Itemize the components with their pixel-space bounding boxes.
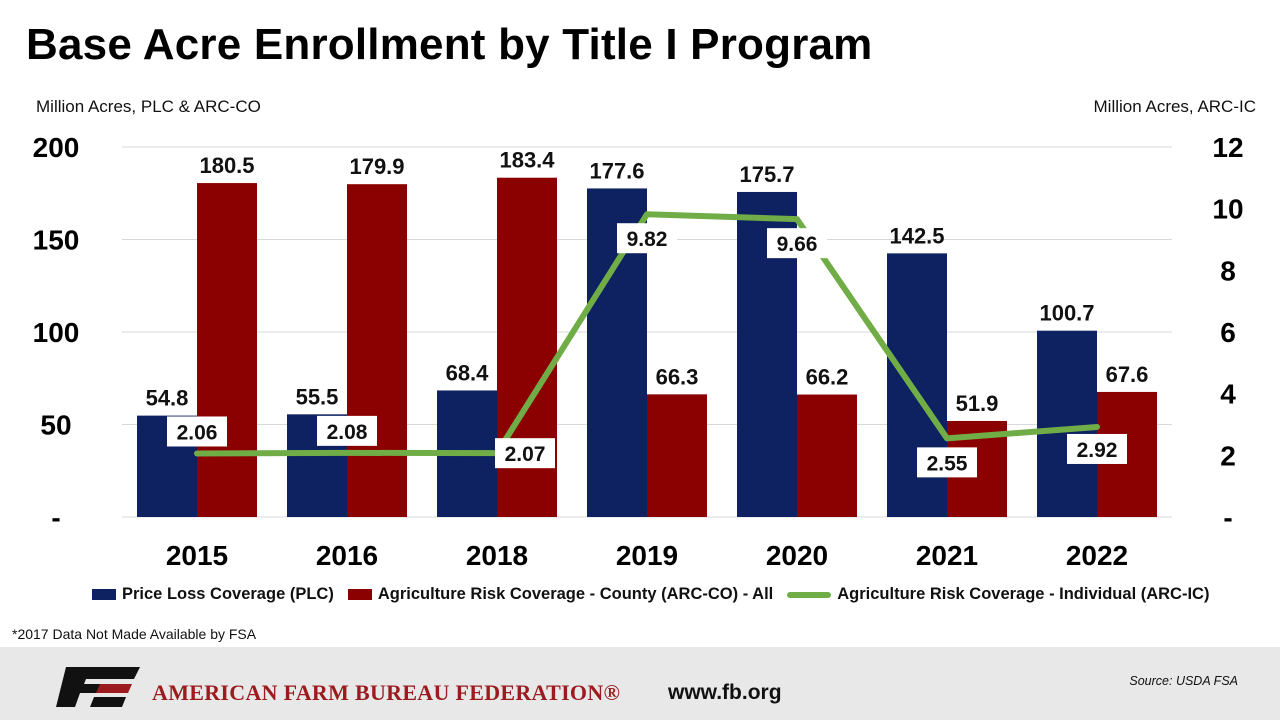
plc-bar-label: 100.7 <box>1039 301 1094 326</box>
org-name: AMERICAN FARM BUREAU FEDERATION® <box>152 680 621 705</box>
y2-tick-label: 2 <box>1220 440 1236 471</box>
y2-tick-label: 8 <box>1220 255 1236 286</box>
y-tick-label: 100 <box>33 317 80 348</box>
arcco-bar <box>347 184 407 517</box>
x-tick-label: 2021 <box>916 540 978 571</box>
arcic-point-label: 2.92 <box>1077 439 1118 462</box>
arcco-bar-label: 179.9 <box>349 154 404 179</box>
arcco-bar-label: 180.5 <box>199 153 254 178</box>
legend-label-arcic: Agriculture Risk Coverage - Individual (… <box>837 585 1210 603</box>
footer-bar: AMERICAN FARM BUREAU FEDERATION® www.fb.… <box>0 647 1280 720</box>
x-tick-label: 2015 <box>166 540 228 571</box>
y-tick-label: - <box>51 502 60 533</box>
chart-title: Base Acre Enrollment by Title I Program <box>26 20 873 69</box>
arcco-bar <box>647 394 707 517</box>
x-tick-label: 2019 <box>616 540 678 571</box>
y-tick-label: 150 <box>33 225 80 256</box>
arcic-line <box>194 211 1100 457</box>
plc-bar-label: 175.7 <box>739 162 794 187</box>
footnote: *2017 Data Not Made Available by FSA <box>12 626 257 642</box>
legend-label-arcco: Agriculture Risk Coverage - County (ARC-… <box>377 585 774 603</box>
arcco-bar-label: 66.2 <box>806 365 849 390</box>
x-tick-label: 2018 <box>466 540 528 571</box>
farm-bureau-logo-icon <box>56 667 140 707</box>
arcic-point-label: 2.06 <box>177 421 218 444</box>
plc-bar-label: 177.6 <box>589 158 644 183</box>
arcic-label-box <box>1067 433 1127 464</box>
left-axis-label: Million Acres, PLC & ARC-CO <box>36 97 261 116</box>
legend-item-arcic: Agriculture Risk Coverage - Individual (… <box>787 585 1209 604</box>
arcic-label-box <box>495 438 555 469</box>
website-link[interactable]: www.fb.org <box>668 681 782 704</box>
arcic-label-box <box>167 416 227 447</box>
legend-item-plc: Price Loss Coverage (PLC) <box>92 585 334 604</box>
arcic-point-label: 2.08 <box>327 421 368 444</box>
arcco-bar <box>797 394 857 517</box>
arcic-label-box <box>917 447 977 478</box>
plc-bar-label: 68.4 <box>446 360 490 385</box>
plc-bar-label: 142.5 <box>889 223 944 248</box>
legend-item-arcco: Agriculture Risk Coverage - County (ARC-… <box>347 585 774 604</box>
legend-swatch-arcco <box>347 589 372 600</box>
legend: Price Loss Coverage (PLC) Agriculture Ri… <box>92 585 1223 604</box>
arcco-bar <box>197 183 257 517</box>
plc-bar-label: 54.8 <box>146 386 189 411</box>
legend-swatch-arcic <box>787 591 832 598</box>
legend-swatch-plc <box>92 589 116 600</box>
x-tick-label: 2020 <box>766 540 828 571</box>
arcic-line-layer <box>194 211 1100 457</box>
y2-tick-label: - <box>1223 502 1232 533</box>
tick-labels: - 50 100 150 200 - 2 4 6 8 10 12 2015 2016 2018 2019 202… <box>33 132 1244 571</box>
arcco-bar-label: 66.3 <box>656 364 699 389</box>
arcic-point-label: 2.07 <box>505 443 546 466</box>
combo-chart: 54.8 55.5 68.4 177.6 175.7 142.5 100.7 180.5 179… <box>33 132 1244 571</box>
arcic-point-label: 9.82 <box>627 228 668 251</box>
arcic-point-label: 9.66 <box>777 233 818 256</box>
y2-tick-label: 6 <box>1220 317 1236 348</box>
arcco-bar-label: 51.9 <box>956 391 999 416</box>
plc-bar <box>887 253 947 517</box>
data-labels: 54.8 55.5 68.4 177.6 175.7 142.5 100.7 180.5 179… <box>146 148 1149 478</box>
x-tick-label: 2016 <box>316 540 378 571</box>
arcic-label-box <box>617 223 677 254</box>
arcic-point-label: 2.55 <box>927 452 968 475</box>
y2-tick-label: 4 <box>1220 379 1236 410</box>
arcco-bar-label: 183.4 <box>499 148 555 173</box>
plc-bar-label: 55.5 <box>296 384 339 409</box>
y-tick-label: 200 <box>33 132 80 163</box>
arcic-label-box <box>317 415 377 446</box>
source-note: Source: USDA FSA <box>1129 674 1238 688</box>
arcic-label-box <box>767 228 827 259</box>
right-axis-label: Million Acres, ARC-IC <box>1093 97 1256 116</box>
legend-label-plc: Price Loss Coverage (PLC) <box>122 585 334 603</box>
y2-tick-label: 12 <box>1212 132 1243 163</box>
arcco-bar-label: 67.6 <box>1106 362 1149 387</box>
y-tick-label: 50 <box>40 410 71 441</box>
x-tick-label: 2022 <box>1066 540 1128 571</box>
y2-tick-label: 10 <box>1212 194 1243 225</box>
plc-bar <box>1037 330 1097 517</box>
